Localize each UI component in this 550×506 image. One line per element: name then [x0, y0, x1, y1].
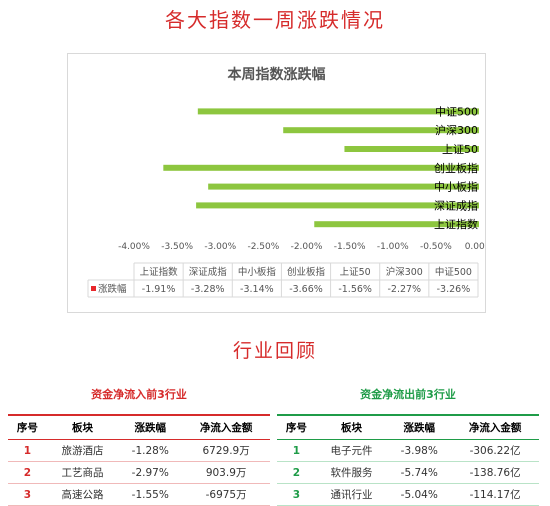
row-change: -1.55% [118, 483, 183, 506]
row-net-inflow: 6729.9万 [182, 439, 270, 462]
column-header-sector: 板块 [315, 415, 388, 440]
column-header-index: 序号 [277, 415, 316, 440]
table-row: 2 软件服务 -5.74% -138.76亿 [277, 461, 539, 484]
x-tick-label: -1.50% [334, 242, 366, 252]
category-label: 上证50 [442, 143, 478, 156]
inflow-table-header-row: 序号 板块 涨跌幅 净流入金额 [8, 415, 270, 440]
x-tick-label: -2.00% [291, 242, 323, 252]
bar-中证500 [197, 108, 479, 115]
category-label: 深证成指 [434, 198, 478, 212]
x-tick-label: -2.50% [247, 242, 279, 252]
table-row: 1 旅游酒店 -1.28% 6729.9万 [8, 439, 270, 462]
row-change: -3.98% [387, 439, 452, 462]
row-net-inflow: -114.17亿 [451, 483, 539, 506]
bar-创业板指 [163, 164, 479, 171]
row-index: 1 [277, 439, 316, 462]
outflow-table: 序号 板块 涨跌幅 净流入金额 1 电子元件 -3.98% -306.22亿 2… [277, 414, 539, 506]
column-header-index: 序号 [8, 415, 47, 440]
x-tick-label: -4.00% [118, 242, 150, 252]
row-index: 3 [8, 483, 47, 506]
data-table-header: 中证500 [435, 266, 472, 278]
table-row: 3 通讯行业 -5.04% -114.17亿 [277, 483, 539, 506]
data-table-header: 上证指数 [140, 266, 179, 278]
row-net-inflow: -138.76亿 [451, 461, 539, 484]
table-row: 3 高速公路 -1.55% -6975万 [8, 483, 270, 506]
x-tick-label: -1.00% [377, 242, 409, 252]
data-table-row-label: 涨跌幅 [98, 283, 127, 295]
row-sector: 电子元件 [315, 439, 388, 462]
x-tick-label: -3.50% [161, 242, 193, 252]
data-table-header: 上证50 [340, 267, 371, 278]
column-header-net-inflow: 净流入金额 [182, 415, 270, 440]
row-sector: 旅游酒店 [46, 439, 119, 462]
legend-marker [91, 286, 96, 291]
column-header-change: 涨跌幅 [387, 415, 452, 440]
column-header-sector: 板块 [46, 415, 119, 440]
table-row: 2 工艺商品 -2.97% 903.9万 [8, 461, 270, 484]
column-header-change: 涨跌幅 [118, 415, 183, 440]
outflow-table-heading: 资金净流出前3行业 [360, 388, 456, 401]
bar-沪深300 [283, 127, 479, 134]
row-change: -2.97% [118, 461, 183, 484]
data-table-value: -3.28% [191, 284, 225, 295]
bar-上证50 [344, 146, 479, 152]
outflow-table-header-row: 序号 板块 涨跌幅 净流入金额 [277, 415, 539, 440]
section-title: 行业回顾 [232, 340, 317, 362]
data-table-header: 创业板指 [287, 266, 326, 278]
data-table-value: -3.66% [289, 284, 323, 295]
x-tick-label: -0.50% [420, 242, 452, 252]
x-tick-label: 0.00% [465, 242, 485, 252]
bar-中小板指 [208, 183, 480, 190]
row-sector: 工艺商品 [46, 461, 119, 484]
category-label: 中小板指 [434, 180, 478, 194]
row-index: 2 [277, 461, 316, 484]
row-index: 2 [8, 461, 47, 484]
data-table-value: -1.91% [142, 284, 176, 295]
row-change: -5.04% [387, 483, 452, 506]
bar-上证指数 [314, 221, 479, 228]
table-row: 1 电子元件 -3.98% -306.22亿 [277, 439, 539, 462]
bar-深证成指 [196, 202, 479, 209]
inflow-table: 序号 板块 涨跌幅 净流入金额 1 旅游酒店 -1.28% 6729.9万 2 … [8, 414, 270, 506]
outflow-table-block: 资金净流出前3行业 序号 板块 涨跌幅 净流入金额 1 电子元件 -3.98% … [277, 386, 539, 506]
row-sector: 通讯行业 [315, 483, 388, 506]
data-table-value: -1.56% [338, 284, 372, 295]
data-table-header: 沪深300 [386, 266, 423, 278]
chart-title: 本周指数涨跌幅 [227, 67, 326, 83]
category-label: 创业板指 [434, 161, 478, 175]
category-label: 上证指数 [434, 217, 478, 231]
category-label: 中证500 [435, 105, 478, 118]
inflow-table-block: 资金净流入前3行业 序号 板块 涨跌幅 净流入金额 1 旅游酒店 -1.28% … [8, 386, 270, 506]
data-table-value: -3.14% [240, 284, 274, 295]
row-sector: 高速公路 [46, 483, 119, 506]
x-tick-label: -3.00% [204, 242, 236, 252]
inflow-table-heading: 资金净流入前3行业 [91, 388, 187, 401]
data-table-value: -3.26% [437, 284, 471, 295]
row-change: -1.28% [118, 439, 183, 462]
data-table-header: 中小板指 [238, 266, 277, 278]
index-change-chart: 本周指数涨跌幅 中证500 沪深300 上证50 创业板指 中小板指 深证成指 上证指数 -4… [67, 53, 486, 313]
page-title: 各大指数一周涨跌情况 [165, 8, 385, 32]
data-table-header: 深证成指 [189, 266, 228, 278]
row-index: 1 [8, 439, 47, 462]
row-index: 3 [277, 483, 316, 506]
row-change: -5.74% [387, 461, 452, 484]
row-net-inflow: -6975万 [182, 483, 270, 506]
row-net-inflow: 903.9万 [182, 461, 270, 484]
row-sector: 软件服务 [315, 461, 388, 484]
column-header-net-inflow: 净流入金额 [451, 415, 539, 440]
data-table-value: -2.27% [387, 284, 421, 295]
row-net-inflow: -306.22亿 [451, 439, 539, 462]
category-label: 沪深300 [435, 123, 478, 137]
